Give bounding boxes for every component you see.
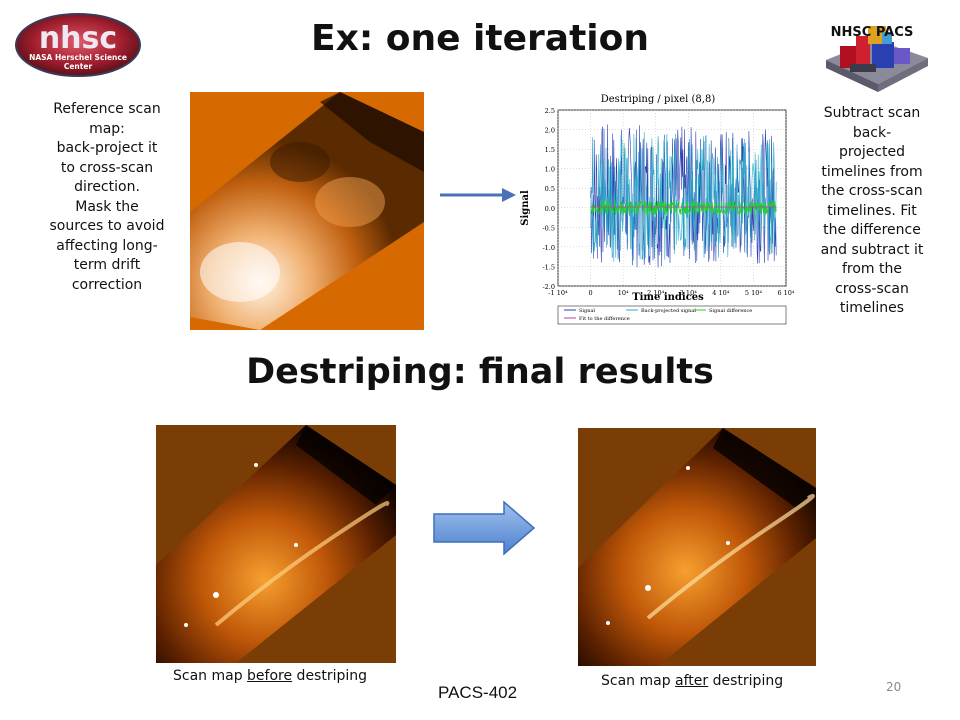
chart-legend-frame — [557, 305, 787, 325]
chart-x-tick-label: 4 10⁴ — [712, 289, 729, 297]
chart-legend-label: Back-projected signal — [641, 308, 696, 314]
chart-x-tick-label: 6 10⁴ — [777, 289, 794, 297]
chart-legend-label: Signal difference — [709, 308, 752, 314]
chart-title: Destriping / pixel (8,8) — [601, 94, 716, 105]
scan-map-after — [578, 428, 816, 666]
note-line: the cross-scan — [821, 183, 923, 199]
caption-after-suffix: destriping — [708, 673, 784, 689]
chart-series-back-projected — [590, 131, 777, 262]
chart-x-tick-label: 3 10⁴ — [680, 289, 697, 297]
caption-before-keyword: before — [247, 668, 293, 684]
chart-y-tick-label: -2.0 — [542, 283, 555, 291]
chart-legend-label: Fit to the difference — [579, 316, 630, 322]
chart-ylabel: Signal — [520, 190, 531, 226]
pacs-logo-label: NHSC PACS — [831, 25, 914, 40]
note-line: map: — [89, 120, 125, 137]
caption-before: Scan map before destriping — [173, 668, 367, 684]
chart-x-tick-label: 10⁴ — [618, 289, 629, 297]
note-line: Reference scan — [53, 101, 161, 117]
caption-before-prefix: Scan map — [173, 668, 248, 684]
note-line: projected — [838, 144, 906, 160]
note-line: timelines. Fit — [827, 202, 917, 219]
chart-y-tick-label: 0.0 — [545, 205, 555, 213]
note-line: cross-scan — [835, 280, 909, 297]
reference-scan-map — [190, 92, 424, 330]
chart-x-tick-label: 0 — [589, 289, 593, 297]
chart-y-tick-label: 2.0 — [545, 127, 555, 135]
slide-title: Ex: one iteration — [311, 18, 649, 59]
destriping-chart: Destriping / pixel (8,8) Signal Time ind… — [518, 88, 795, 328]
note-line: sources to avoid — [49, 218, 165, 234]
note-line: affecting long- — [56, 237, 158, 254]
chart-series-difference — [590, 199, 777, 217]
note-line: correction — [71, 276, 143, 293]
chart-y-tick-label: 0.5 — [545, 185, 555, 193]
chart-y-tick-label: 1.0 — [545, 166, 555, 174]
chart-y-tick-label: -1.5 — [542, 263, 555, 271]
note-line: back-project it — [56, 140, 158, 156]
chart-x-tick-label: 2 10⁴ — [647, 289, 664, 297]
caption-before-suffix: destriping — [292, 668, 368, 684]
note-line: timelines — [839, 300, 905, 316]
caption-after-keyword: after — [675, 673, 709, 689]
flow-arrow-bottom — [432, 500, 536, 556]
chart-x-tick-label: 5 10⁴ — [745, 289, 762, 297]
pacs-logo: NHSC PACS — [816, 12, 936, 96]
chart-xlabel: Time indices — [632, 292, 704, 303]
note-line: term drift — [73, 257, 141, 273]
scan-map-before — [156, 425, 396, 663]
note-line: Mask the — [75, 198, 139, 215]
nhsc-logo: nhsc NASA Herschel Science Center — [14, 12, 142, 78]
note-line: to cross-scan — [60, 159, 154, 176]
section-title: Destriping: final results — [246, 352, 714, 392]
chart-y-tick-label: 2.5 — [545, 107, 555, 115]
chart-svg: Destriping / pixel (8,8) Signal Time ind… — [520, 94, 795, 325]
slide-number: 20 — [886, 680, 902, 694]
nhsc-logo-sub2: Center — [64, 62, 93, 71]
note-line: Subtract scan — [823, 105, 921, 121]
note-line: back- — [852, 124, 892, 141]
note-line: direction. — [74, 179, 140, 195]
caption-after-prefix: Scan map — [601, 673, 676, 689]
note-line: the difference — [823, 222, 921, 238]
chart-y-tick-label: 1.5 — [545, 146, 555, 154]
chart-y-tick-label: -1.0 — [542, 244, 555, 252]
chart-y-tick-label: -0.5 — [542, 224, 555, 232]
note-line: from the — [841, 261, 902, 277]
flow-arrow-top — [438, 184, 518, 206]
note-line: and subtract it — [820, 241, 924, 258]
footer-label: PACS-402 — [438, 683, 518, 702]
note-line: timelines from — [821, 163, 923, 180]
subtract-scan-note: Subtract scan back- projected timelines … — [806, 104, 938, 319]
nhsc-logo-text: nhsc — [39, 21, 117, 56]
caption-after: Scan map after destriping — [601, 673, 783, 689]
nhsc-logo-sub1: NASA Herschel Science — [29, 53, 127, 62]
chart-x-tick-label: -1 10⁴ — [548, 289, 568, 297]
reference-scan-note: Reference scan map: back-project it to c… — [38, 100, 176, 295]
chart-legend-label: Signal — [579, 308, 595, 314]
